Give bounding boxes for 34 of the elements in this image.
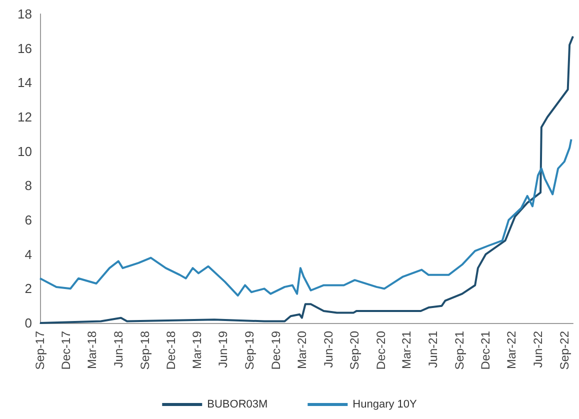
y-tick-label: 14 [18, 75, 32, 90]
x-tick-label: Sep-20 [348, 330, 362, 370]
x-tick-label: Sep-22 [557, 330, 572, 370]
y-tick-label: 18 [18, 6, 32, 22]
x-tick-label: Dec-20 [374, 330, 388, 370]
x-tick-label: Mar-20 [294, 330, 309, 370]
legend-label: Hungary 10Y [352, 398, 418, 410]
x-tick-label: Sep-17 [33, 330, 47, 370]
y-tick-label: 6 [24, 212, 32, 228]
y-tick-label: 2 [24, 281, 32, 296]
x-tick-label: Dec-21 [478, 330, 493, 370]
x-tick-label: Jun-21 [426, 330, 440, 368]
y-tick-label: 10 [18, 144, 32, 159]
x-tick-label: Mar-22 [504, 330, 519, 370]
x-tick-label: Sep-21 [452, 330, 467, 370]
x-tick-label: Sep-18 [138, 330, 152, 370]
x-tick-label: Jun-18 [111, 330, 126, 368]
y-tick-label: 0 [24, 316, 32, 330]
y-tick-label: 4 [24, 246, 32, 262]
y-tick-label: 8 [24, 178, 32, 194]
x-tick-label: Sep-19 [242, 330, 257, 370]
x-tick-label: Mar-21 [400, 330, 414, 370]
x-tick-label: Dec-19 [268, 330, 283, 370]
legend-label: BUBOR03M [207, 398, 268, 410]
y-tick-label: 16 [18, 40, 32, 56]
x-tick-label: Mar-18 [84, 330, 99, 370]
x-tick-label: Dec-17 [59, 330, 74, 370]
x-tick-label: Mar-19 [190, 330, 204, 370]
x-tick-label: Jun-22 [530, 330, 545, 368]
line-series [39, 138, 572, 297]
x-tick-label: Jun-19 [216, 330, 230, 368]
x-tick-label: Jun-20 [321, 330, 336, 368]
y-tick-label: 12 [18, 110, 32, 124]
x-tick-label: Dec-18 [164, 330, 178, 370]
